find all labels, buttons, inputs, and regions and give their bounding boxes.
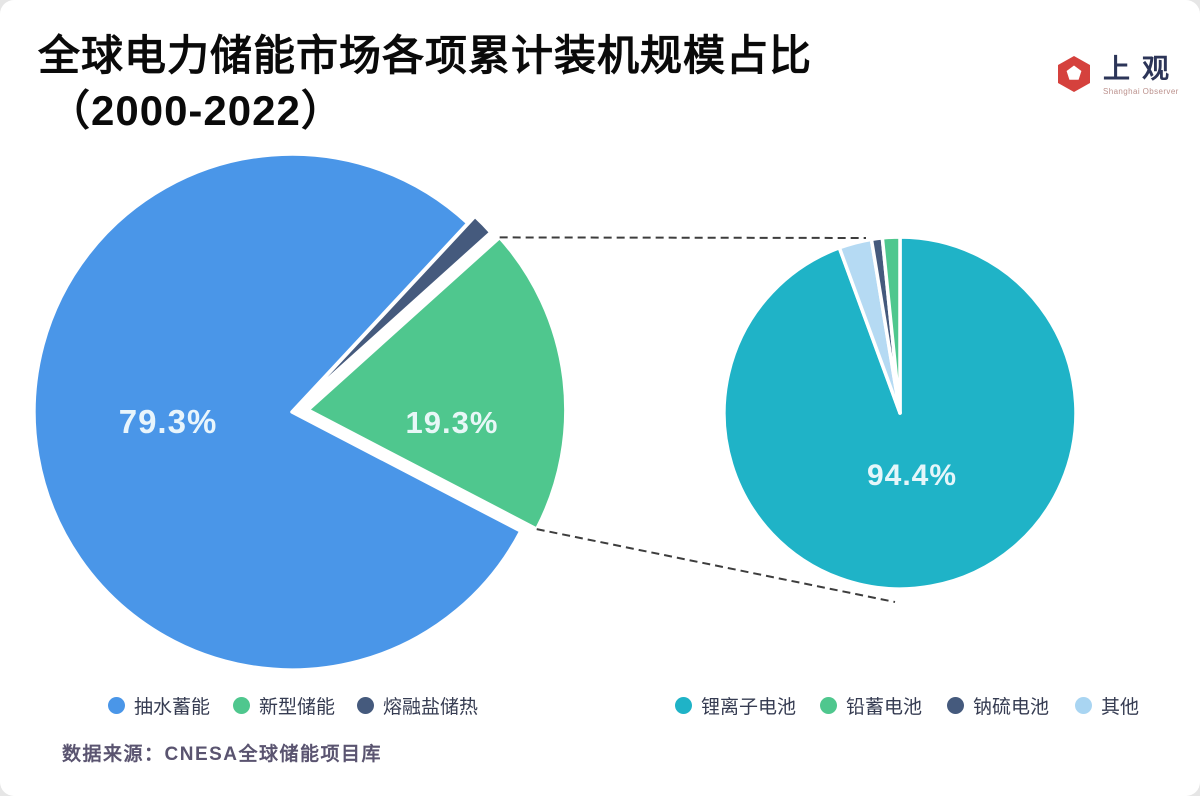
title-line-1: 全球电力储能市场各项累计装机规模占比 bbox=[38, 32, 813, 79]
pie-overall bbox=[32, 152, 568, 672]
legend-label-lithium-ion: 锂离子电池 bbox=[701, 697, 797, 718]
legend-item-pumped-hydro: 抽水蓄能 bbox=[108, 692, 210, 719]
legend-dot-molten-salt bbox=[357, 697, 374, 714]
legend-item-lithium-ion: 锂离子电池 bbox=[675, 692, 796, 719]
legend-dot-pumped-hydro bbox=[108, 697, 125, 714]
legend-dot-sodium-sulfur bbox=[947, 697, 964, 714]
callout-dash-bottom bbox=[536, 528, 896, 603]
pie-overall-slice-2 bbox=[306, 235, 568, 531]
legends-row: 抽水蓄能 新型储能 熔融盐储热 锂离子电池 铅蓄电池 钠硫电池 其他 bbox=[0, 692, 1200, 718]
legend-label-others: 其他 bbox=[1101, 697, 1140, 718]
callout-dash-top bbox=[499, 236, 867, 239]
legend-label-lead-acid: 铅蓄电池 bbox=[846, 697, 923, 718]
pie-label-pumped-hydro-pct: 79.3% bbox=[118, 403, 218, 440]
legend-dot-lithium-ion bbox=[675, 697, 692, 714]
pie-overall-slice-0 bbox=[32, 152, 523, 672]
title-line-2: （2000-2022） bbox=[48, 87, 344, 135]
legend-item-others: 其他 bbox=[1075, 692, 1139, 719]
legend-label-new-type: 新型储能 bbox=[259, 697, 336, 718]
pie-new-type-breakdown-slice-3 bbox=[880, 235, 902, 415]
pie-overall-slice-1 bbox=[297, 214, 493, 407]
legend-label-molten-salt: 熔融盐储热 bbox=[383, 697, 479, 718]
pie-label-lithium-ion-pct: 94.4% bbox=[866, 459, 958, 492]
legend-dot-others bbox=[1075, 697, 1092, 714]
legend-item-sodium-sulfur: 钠硫电池 bbox=[947, 692, 1049, 719]
legend-item-lead-acid: 铅蓄电池 bbox=[820, 692, 922, 719]
legend-dot-lead-acid bbox=[820, 697, 837, 714]
logo-text: 上观 Shanghai Observer bbox=[1103, 54, 1181, 96]
data-source-note: 数据来源：CNESA全球储能项目库 bbox=[62, 744, 383, 765]
shanghai-observer-emblem-icon bbox=[1058, 56, 1090, 92]
logo-name: 上观 bbox=[1103, 54, 1181, 84]
legend-label-pumped-hydro: 抽水蓄能 bbox=[134, 697, 211, 718]
legend-dot-new-type bbox=[233, 697, 250, 714]
legend-item-new-type: 新型储能 bbox=[233, 692, 335, 719]
pie-label-new-type-pct: 19.3% bbox=[405, 405, 499, 440]
pie-new-type-breakdown bbox=[722, 235, 1078, 591]
legend-label-sodium-sulfur: 钠硫电池 bbox=[973, 697, 1050, 718]
shanghai-observer-logo: 上观 Shanghai Observer bbox=[1054, 54, 1181, 96]
logo-subtitle: Shanghai Observer bbox=[1103, 87, 1179, 97]
legend-item-molten-salt: 熔融盐储热 bbox=[357, 692, 478, 719]
page-title: 全球电力储能市场各项累计装机规模占比 （2000-2022） bbox=[38, 28, 812, 139]
